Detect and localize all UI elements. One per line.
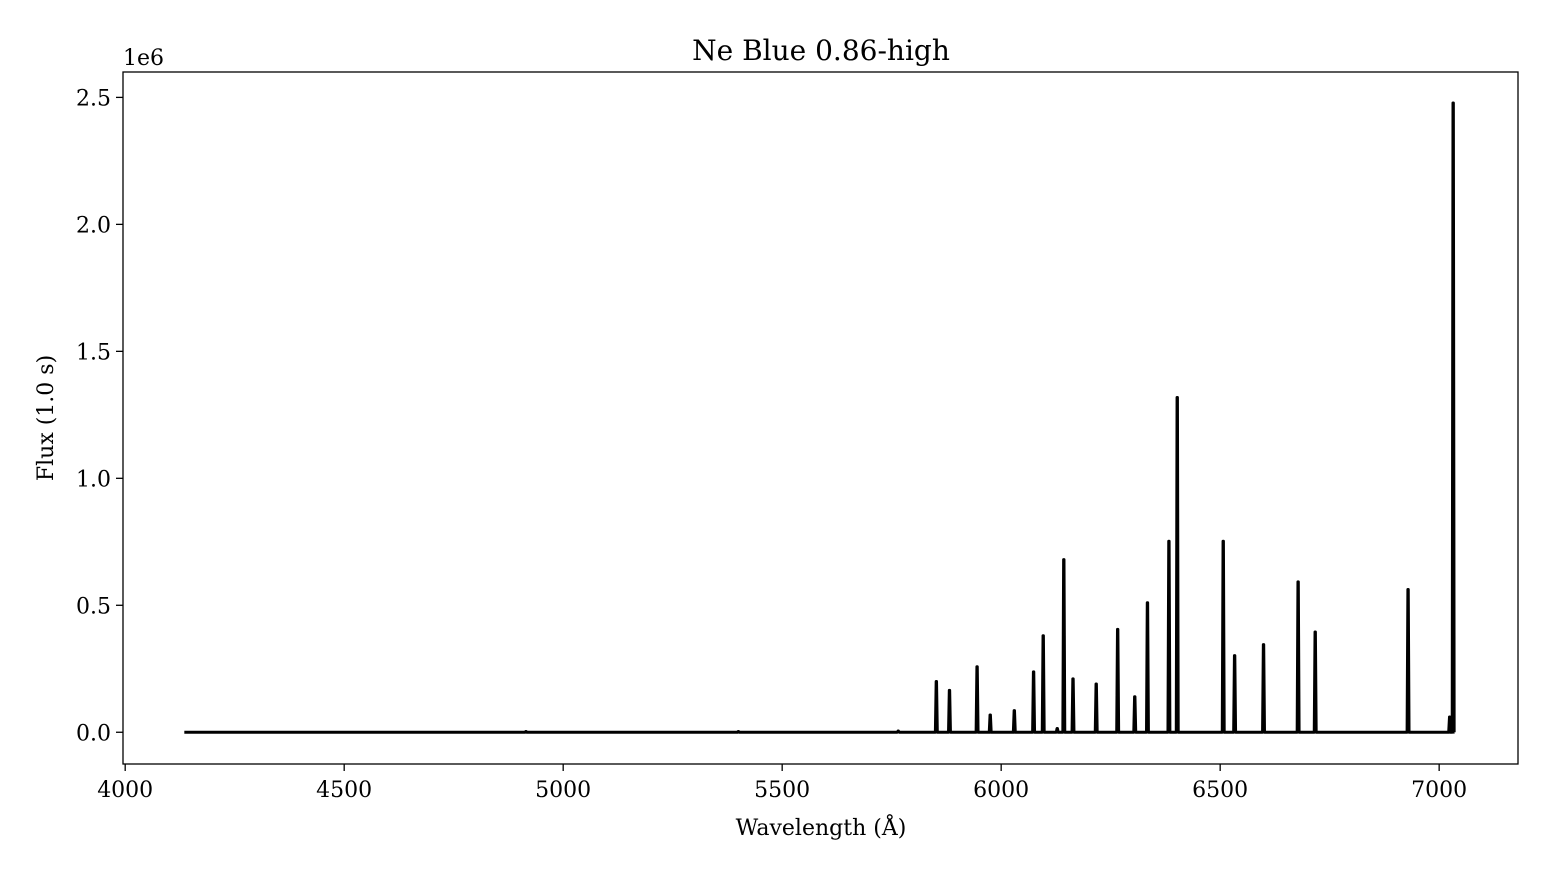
y-axis: 0.0 0.5 1.0 1.5 2.0 2.5 xyxy=(76,86,123,746)
x-axis-label: Wavelength (Å) xyxy=(736,813,907,841)
y-tick-label: 2.5 xyxy=(76,86,111,111)
y-tick-label: 1.0 xyxy=(76,467,111,492)
x-tick-label: 5500 xyxy=(754,778,810,803)
spectrum-line xyxy=(184,101,1456,734)
plot-frame xyxy=(122,71,1519,765)
x-axis: 4000 4500 5000 5500 6000 6500 7000 xyxy=(97,764,1467,803)
y-offset-label: 1e6 xyxy=(123,46,164,71)
y-tick-label: 1.5 xyxy=(76,340,111,365)
x-tick-label: 4500 xyxy=(316,778,372,803)
x-tick-label: 7000 xyxy=(1411,778,1467,803)
y-tick-label: 0.5 xyxy=(76,594,111,619)
y-axis-label: Flux (1.0 s) xyxy=(34,355,59,481)
y-tick-label: 0.0 xyxy=(76,721,111,746)
x-tick-label: 5000 xyxy=(535,778,591,803)
x-tick-label: 6500 xyxy=(1192,778,1248,803)
x-tick-label: 4000 xyxy=(97,778,153,803)
chart-title: Ne Blue 0.86-high xyxy=(692,34,950,67)
y-tick-label: 2.0 xyxy=(76,213,111,238)
x-tick-label: 6000 xyxy=(973,778,1029,803)
